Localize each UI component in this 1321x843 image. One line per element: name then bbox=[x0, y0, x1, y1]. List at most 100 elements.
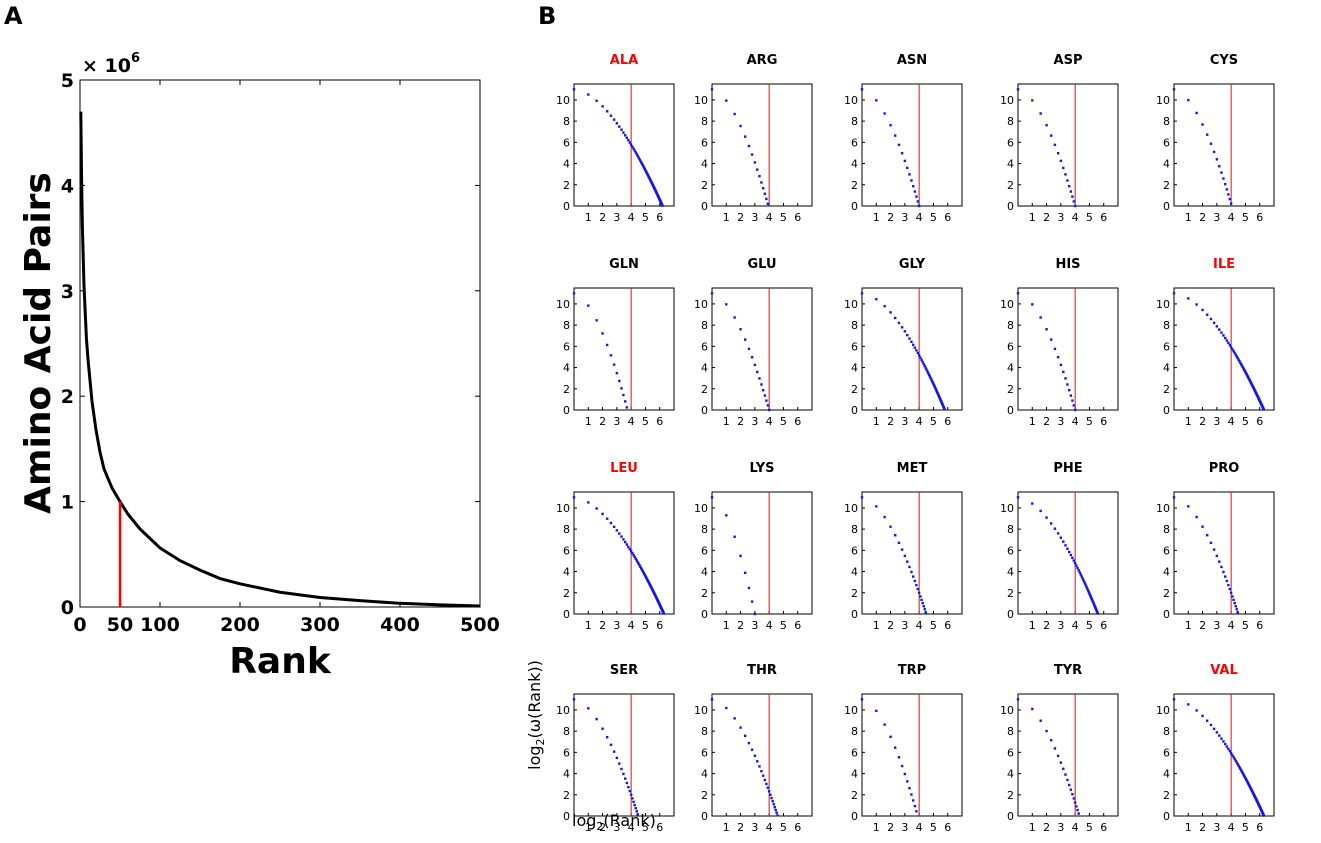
x-tick-label: 2 bbox=[1199, 211, 1206, 224]
data-point bbox=[889, 124, 892, 127]
data-point bbox=[1218, 734, 1221, 737]
panel-frame bbox=[1173, 491, 1275, 615]
data-point bbox=[900, 548, 904, 551]
data-point bbox=[612, 525, 616, 529]
data-point bbox=[1225, 745, 1229, 748]
data-point bbox=[1233, 757, 1236, 761]
data-point bbox=[601, 332, 604, 335]
panel-frame bbox=[573, 693, 675, 817]
data-point bbox=[1071, 399, 1074, 402]
data-point bbox=[609, 354, 613, 357]
data-point bbox=[908, 786, 911, 790]
data-point bbox=[1062, 370, 1065, 374]
y-tick-label: 3 bbox=[61, 281, 74, 303]
y-tick-label: 6 bbox=[851, 340, 858, 353]
data-point bbox=[1090, 596, 1093, 600]
data-point bbox=[622, 772, 625, 776]
data-point bbox=[775, 811, 778, 814]
data-point bbox=[1059, 761, 1063, 764]
data-point bbox=[733, 316, 736, 319]
data-point bbox=[893, 134, 897, 137]
data-point bbox=[915, 349, 918, 352]
x-tick-label: 3 bbox=[901, 619, 908, 632]
y-tick-label: 10 bbox=[844, 94, 858, 107]
data-point bbox=[762, 187, 765, 190]
y-tick-label: 6 bbox=[1007, 136, 1014, 149]
data-point bbox=[1172, 88, 1176, 91]
x-tick-label: 6 bbox=[1256, 415, 1263, 428]
data-point bbox=[627, 545, 630, 549]
data-point bbox=[1201, 123, 1204, 126]
data-point bbox=[642, 572, 646, 575]
data-point bbox=[897, 143, 901, 147]
x-tick-label: 2 bbox=[1043, 821, 1050, 834]
data-point bbox=[587, 93, 590, 96]
panel-title: ALA bbox=[610, 53, 638, 68]
data-point bbox=[1243, 775, 1246, 779]
data-point bbox=[903, 554, 907, 558]
data-point bbox=[928, 375, 932, 378]
data-point bbox=[639, 565, 642, 568]
data-point bbox=[1081, 577, 1084, 580]
y-tick-label: 6 bbox=[1163, 544, 1170, 557]
y-tick-label: 0 bbox=[701, 810, 708, 823]
data-point bbox=[1205, 133, 1209, 136]
y-tick-label: 10 bbox=[844, 704, 858, 717]
panel-frame bbox=[711, 693, 813, 817]
data-point bbox=[1068, 388, 1071, 392]
x-tick-label: 6 bbox=[944, 211, 951, 224]
data-point bbox=[913, 346, 917, 349]
data-point bbox=[916, 200, 920, 203]
panel-frame bbox=[861, 693, 963, 817]
data-point bbox=[1031, 99, 1034, 102]
panel-a-axes-frame bbox=[79, 79, 481, 608]
y-tick-label: 4 bbox=[1007, 566, 1014, 579]
y-tick-label: 4 bbox=[563, 362, 570, 375]
data-point bbox=[1222, 177, 1225, 180]
y-tick-label: 0 bbox=[1163, 608, 1170, 621]
x-tick-label: 0 bbox=[73, 614, 86, 636]
data-point bbox=[924, 366, 927, 370]
data-point bbox=[1236, 356, 1239, 360]
y-tick-label: 0 bbox=[851, 404, 858, 417]
y-tick-label: 10 bbox=[556, 298, 570, 311]
data-point bbox=[622, 538, 625, 541]
data-point bbox=[875, 505, 878, 508]
data-point bbox=[1072, 200, 1076, 203]
data-point bbox=[1231, 754, 1234, 757]
data-point bbox=[860, 698, 864, 701]
x-tick-label: 4 bbox=[1072, 619, 1079, 632]
data-point bbox=[1085, 586, 1088, 589]
data-point bbox=[1068, 184, 1071, 188]
data-point bbox=[1262, 408, 1265, 411]
x-tick-label: 3 bbox=[613, 619, 620, 632]
data-point bbox=[920, 598, 923, 602]
data-point bbox=[1087, 590, 1090, 594]
data-point bbox=[1224, 575, 1227, 578]
data-point bbox=[1059, 363, 1063, 367]
data-point bbox=[897, 321, 901, 325]
x-tick-label: 2 bbox=[1199, 821, 1206, 834]
data-point bbox=[906, 780, 909, 783]
x-tick-label: 6 bbox=[944, 415, 951, 428]
x-tick-label: 3 bbox=[613, 211, 620, 224]
data-point bbox=[1201, 525, 1204, 528]
data-point bbox=[618, 762, 621, 765]
y-tick-label: 6 bbox=[563, 544, 570, 557]
data-point bbox=[893, 316, 897, 320]
data-point bbox=[1088, 592, 1091, 595]
data-point bbox=[1234, 353, 1237, 356]
data-point bbox=[1068, 783, 1071, 787]
data-point bbox=[930, 379, 934, 383]
panel-title: ASP bbox=[1054, 53, 1083, 68]
y-tick-label: 6 bbox=[851, 136, 858, 149]
data-point bbox=[1229, 591, 1233, 595]
y-tick-label: 0 bbox=[1007, 200, 1014, 213]
y-tick-label: 2 bbox=[851, 587, 858, 600]
data-point bbox=[935, 389, 938, 392]
